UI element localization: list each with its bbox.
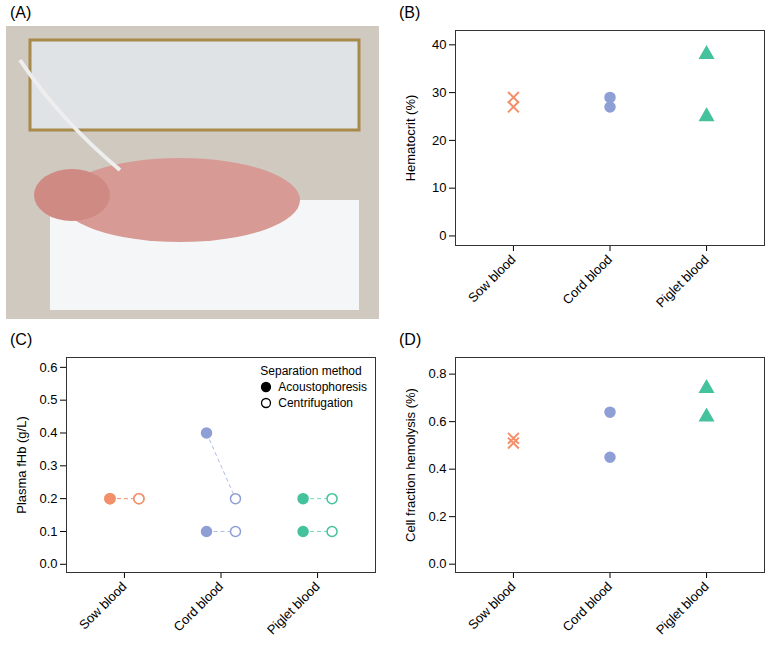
- svg-text:0.0: 0.0: [428, 556, 446, 571]
- html-text:Acoustophoresis: Acoustophoresis: [278, 380, 367, 394]
- svg-text:0.8: 0.8: [428, 366, 446, 381]
- html-text:(B): (B): [399, 4, 421, 21]
- svg-text:Sow blood: Sow blood: [465, 579, 519, 633]
- svg-text:0.4: 0.4: [428, 461, 446, 476]
- svg-text:30: 30: [432, 85, 446, 100]
- svg-text:Plasma fHb (g/L): Plasma fHb (g/L): [14, 416, 29, 514]
- html-text:(C): (C): [10, 331, 33, 348]
- svg-text:Cord blood: Cord blood: [559, 252, 615, 308]
- svg-text:Piglet blood: Piglet blood: [264, 579, 323, 638]
- svg-text:Sow blood: Sow blood: [465, 252, 519, 306]
- svg-text:Piglet blood: Piglet blood: [653, 579, 712, 638]
- svg-text:0.3: 0.3: [39, 458, 57, 473]
- html-text:Separation method: Separation method: [260, 364, 362, 378]
- svg-text:Cord blood: Cord blood: [170, 579, 226, 635]
- svg-text:0.6: 0.6: [39, 360, 57, 375]
- svg-text:Cord blood: Cord blood: [559, 579, 615, 635]
- svg-text:0.0: 0.0: [39, 556, 57, 571]
- svg-text:0.2: 0.2: [428, 509, 446, 524]
- svg-text:Sow blood: Sow blood: [76, 579, 130, 633]
- svg-text:0.2: 0.2: [39, 491, 57, 506]
- svg-text:0.1: 0.1: [39, 524, 57, 539]
- svg-text:10: 10: [432, 180, 446, 195]
- svg-text:0.4: 0.4: [39, 425, 57, 440]
- svg-text:0.5: 0.5: [39, 392, 57, 407]
- html-text:(D): (D): [399, 331, 422, 348]
- svg-text:20: 20: [432, 133, 446, 148]
- html-text:(A): (A): [10, 4, 32, 21]
- svg-text:Cell fraction hemolysis (%): Cell fraction hemolysis (%): [403, 388, 418, 542]
- svg-text:0.6: 0.6: [428, 414, 446, 429]
- svg-text:40: 40: [432, 37, 446, 52]
- html-text:Centrifugation: Centrifugation: [278, 396, 353, 410]
- svg-text:Piglet blood: Piglet blood: [653, 252, 712, 311]
- svg-text:Hematocrit (%): Hematocrit (%): [403, 95, 418, 182]
- svg-text:0: 0: [439, 228, 446, 243]
